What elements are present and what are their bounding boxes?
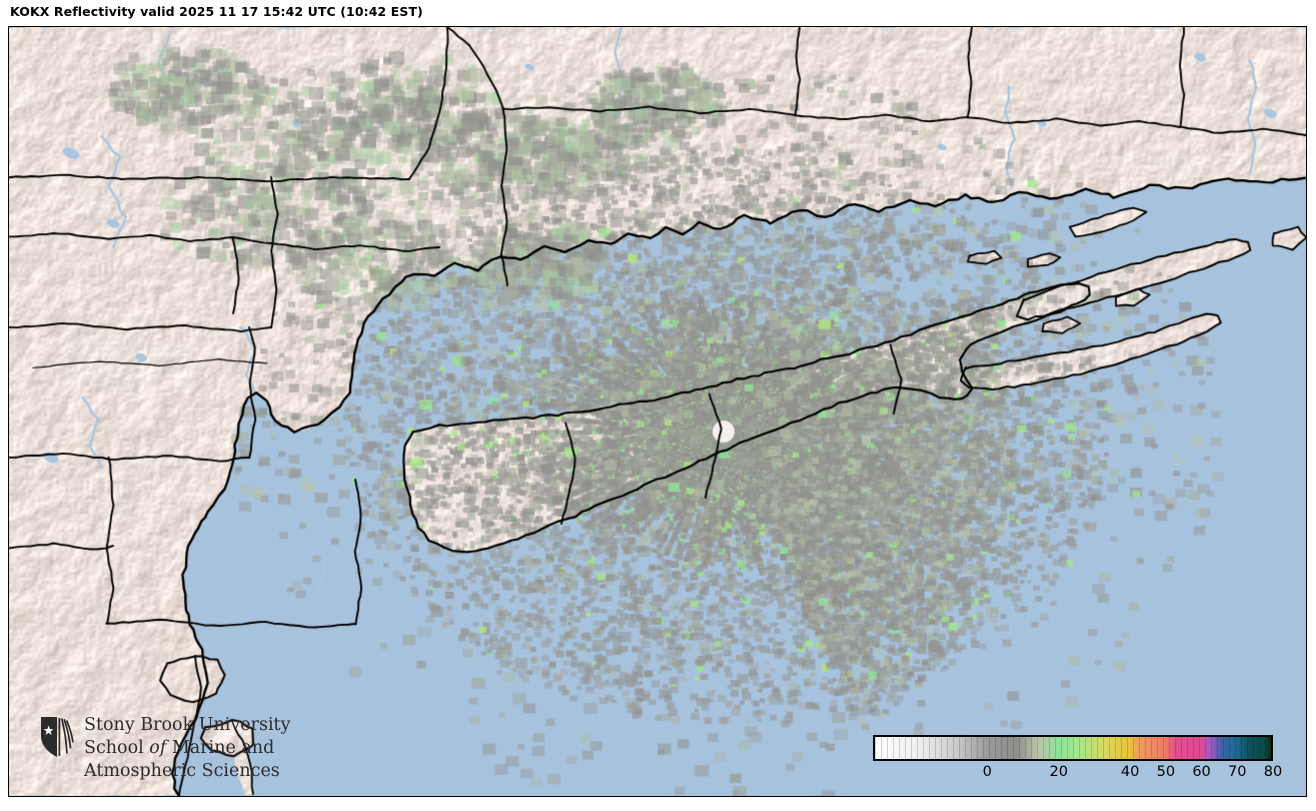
colorbar-tick-80: 80 xyxy=(1263,764,1283,780)
colorbar-tick-20: 20 xyxy=(1049,764,1068,780)
colorbar-tick-50: 50 xyxy=(1156,764,1176,780)
page-title: KOKX Reflectivity valid 2025 11 17 15:42… xyxy=(10,4,423,19)
colorbar-gradient xyxy=(875,737,1271,759)
title-bar: KOKX Reflectivity valid 2025 11 17 15:42… xyxy=(0,0,1316,26)
colorbar-stripes xyxy=(875,737,1271,759)
colorbar-tick-70: 70 xyxy=(1228,764,1247,780)
colorbar-tick-60: 60 xyxy=(1192,764,1211,780)
colorbar-tick-0: 0 xyxy=(982,764,992,780)
reflectivity-colorbar: 0 20 40 50 60 70 80 xyxy=(865,709,1285,787)
radar-map-canvas[interactable] xyxy=(9,27,1306,796)
radar-map-frame[interactable] xyxy=(8,26,1307,797)
colorbar-tick-40: 40 xyxy=(1120,764,1140,780)
colorbar-bar xyxy=(873,735,1273,761)
